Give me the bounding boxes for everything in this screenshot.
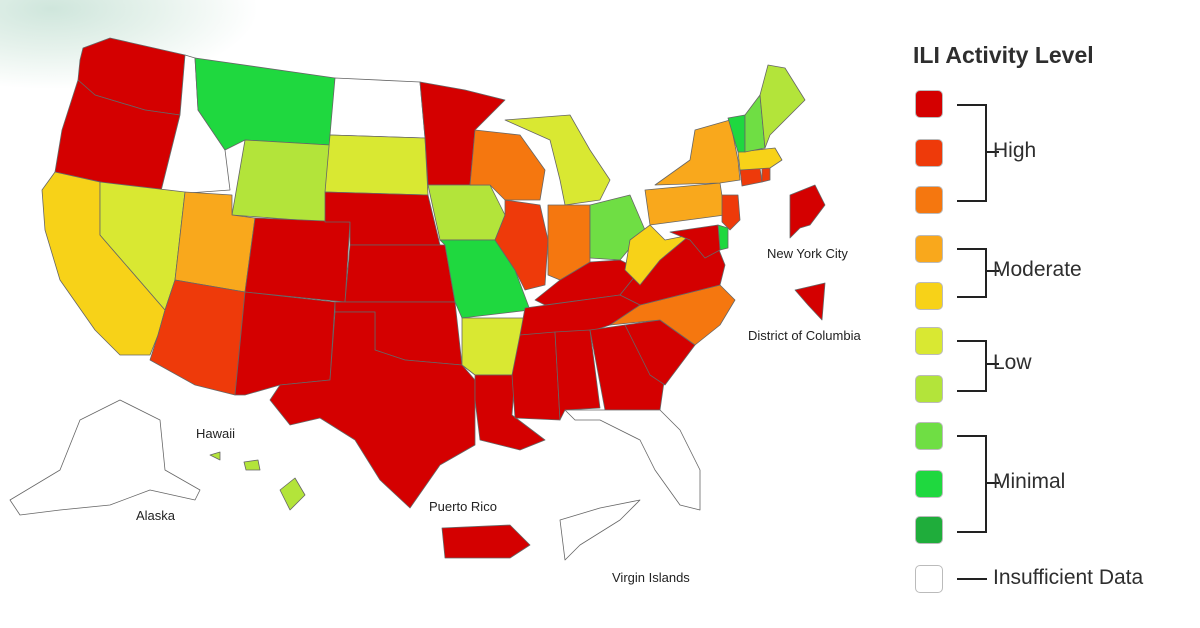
label-puerto-rico: Puerto Rico: [429, 499, 497, 514]
legend-bracket-high-tick: [985, 151, 999, 153]
state-MD[interactable]: [669, 224, 721, 259]
legend-label-high: High: [993, 139, 1037, 162]
state-TX[interactable]: [269, 311, 476, 509]
legend-bracket-low-tick: [985, 363, 999, 365]
state-PA[interactable]: [644, 182, 726, 226]
legend-swatch-high-2: [915, 139, 943, 167]
state-NC[interactable]: [609, 284, 736, 346]
state-AK[interactable]: [9, 399, 201, 516]
legend-swatch-minimal-1: [915, 516, 943, 544]
legend-swatch-high-1: [915, 186, 943, 214]
label-new-york-city: New York City: [767, 246, 848, 261]
legend-bracket-minimal-tick: [985, 482, 999, 484]
state-MS[interactable]: [511, 331, 561, 421]
state-NM[interactable]: [234, 291, 336, 396]
state-IA[interactable]: [427, 184, 506, 241]
state-NJ[interactable]: [721, 194, 741, 231]
state-MI[interactable]: [504, 114, 611, 206]
state-NY[interactable]: [654, 119, 741, 186]
state-GA[interactable]: [589, 324, 666, 411]
state-CO[interactable]: [244, 217, 351, 303]
state-MA[interactable]: [737, 147, 783, 171]
legend-bracket-low: [957, 340, 987, 392]
legend-swatch-low-2: [915, 327, 943, 355]
state-HI-small-1[interactable]: [209, 451, 221, 461]
legend-swatch-minimal-2: [915, 470, 943, 498]
legend-label-minimal: Minimal: [993, 470, 1066, 493]
state-ME[interactable]: [759, 64, 806, 149]
legend-bracket-minimal: [957, 435, 987, 533]
us-map: New York City District of Columbia Hawai…: [9, 37, 861, 585]
legend-bracket-high: [957, 104, 987, 202]
label-hawaii: Hawaii: [196, 426, 236, 441]
state-RI[interactable]: [761, 167, 771, 183]
state-VI[interactable]: [559, 499, 641, 561]
legend-bracket-moderate: [957, 248, 987, 298]
state-AL[interactable]: [554, 329, 601, 421]
state-KS[interactable]: [344, 244, 456, 303]
legend: ILI Activity Level High Moderate Low Min…: [905, 30, 1195, 610]
legend-swatch-low-1: [915, 375, 943, 403]
label-virgin-islands: Virgin Islands: [612, 570, 690, 585]
state-HI[interactable]: [279, 477, 306, 511]
label-district-of-columbia: District of Columbia: [748, 328, 861, 343]
legend-swatch-high-3: [915, 90, 943, 118]
legend-bracket-moderate-tick: [985, 270, 999, 272]
state-WY[interactable]: [231, 139, 331, 223]
legend-swatch-minimal-3: [915, 422, 943, 450]
legend-swatch-moderate-2: [915, 235, 943, 263]
state-DC[interactable]: [794, 282, 826, 321]
state-WI[interactable]: [469, 129, 546, 201]
legend-title: ILI Activity Level: [913, 42, 1094, 68]
state-WV[interactable]: [624, 224, 691, 286]
label-alaska: Alaska: [136, 508, 176, 523]
state-NYC[interactable]: [789, 184, 826, 239]
legend-dash-insufficient: [957, 578, 987, 580]
state-SD[interactable]: [324, 134, 429, 196]
state-PR[interactable]: [441, 524, 531, 559]
map-svg: [9, 37, 826, 561]
state-ND[interactable]: [329, 77, 426, 139]
legend-swatch-moderate-1: [915, 282, 943, 310]
legend-label-insufficient: Insufficient Data: [993, 566, 1144, 589]
state-CT[interactable]: [739, 167, 763, 187]
state-MT[interactable]: [194, 57, 336, 151]
state-HI-small-2[interactable]: [243, 459, 261, 471]
state-FL[interactable]: [564, 409, 701, 511]
legend-label-low: Low: [993, 351, 1032, 374]
state-IL[interactable]: [494, 199, 549, 291]
legend-label-moderate: Moderate: [993, 258, 1082, 281]
legend-swatch-insufficient: [915, 565, 943, 593]
